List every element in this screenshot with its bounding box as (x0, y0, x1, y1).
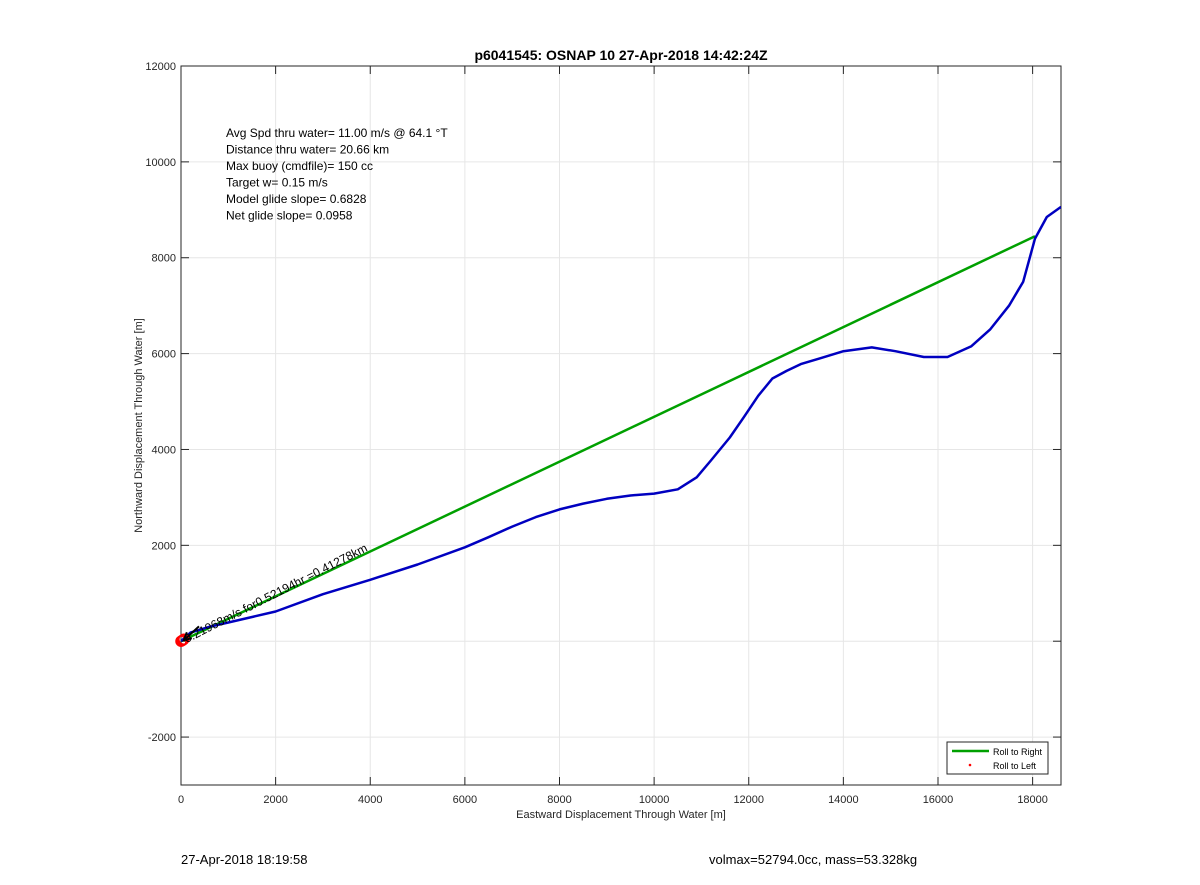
plot-area (181, 66, 1061, 785)
x-tick-label: 16000 (923, 794, 954, 806)
y-tick-label: 4000 (152, 444, 176, 456)
footer-timestamp: 27-Apr-2018 18:19:58 (181, 852, 308, 867)
info-line: Distance thru water= 20.66 km (226, 143, 389, 157)
x-tick-label: 18000 (1017, 794, 1048, 806)
chart-title: p6041545: OSNAP 10 27-Apr-2018 14:42:24Z (474, 47, 768, 63)
x-tick-label: 6000 (453, 794, 477, 806)
info-line: Avg Spd thru water= 11.00 m/s @ 64.1 °T (226, 126, 448, 140)
info-line: Net glide slope= 0.0958 (226, 209, 353, 223)
x-tick-label: 14000 (828, 794, 859, 806)
y-tick-label: -2000 (148, 732, 176, 744)
y-tick-label: 2000 (152, 540, 176, 552)
info-line: Target w= 0.15 m/s (226, 176, 328, 190)
x-tick-label: 12000 (733, 794, 764, 806)
x-tick-label: 8000 (547, 794, 571, 806)
footer-vehicle-params: volmax=52794.0cc, mass=53.328kg (709, 852, 918, 867)
axes-box (180, 65, 1062, 786)
y-axis-label: Northward Displacement Through Water [m] (133, 318, 145, 533)
x-tick-label: 10000 (639, 794, 670, 806)
current-arrow (183, 625, 200, 641)
green-line-series (181, 235, 1036, 643)
y-tick-label: 12000 (145, 61, 176, 73)
legend-label: Roll to Left (993, 761, 1037, 771)
x-tick-label: 4000 (358, 794, 382, 806)
legend-box (946, 741, 1049, 775)
x-tick-label: 0 (178, 794, 184, 806)
current-arrow-head (182, 631, 193, 642)
x-axis-label: Eastward Displacement Through Water [m] (516, 809, 726, 821)
y-tick-label: 8000 (152, 253, 176, 265)
legend-label: Roll to Right (993, 747, 1043, 757)
x-tick-label: 2000 (263, 794, 287, 806)
legend-swatch-left (968, 763, 972, 767)
blue-track-series (181, 205, 1061, 643)
info-line: Max buoy (cmdfile)= 150 cc (226, 159, 373, 173)
info-line: Model glide slope= 0.6828 (226, 192, 367, 206)
y-tick-label: 6000 (152, 349, 176, 361)
y-tick-label: 10000 (145, 157, 176, 169)
